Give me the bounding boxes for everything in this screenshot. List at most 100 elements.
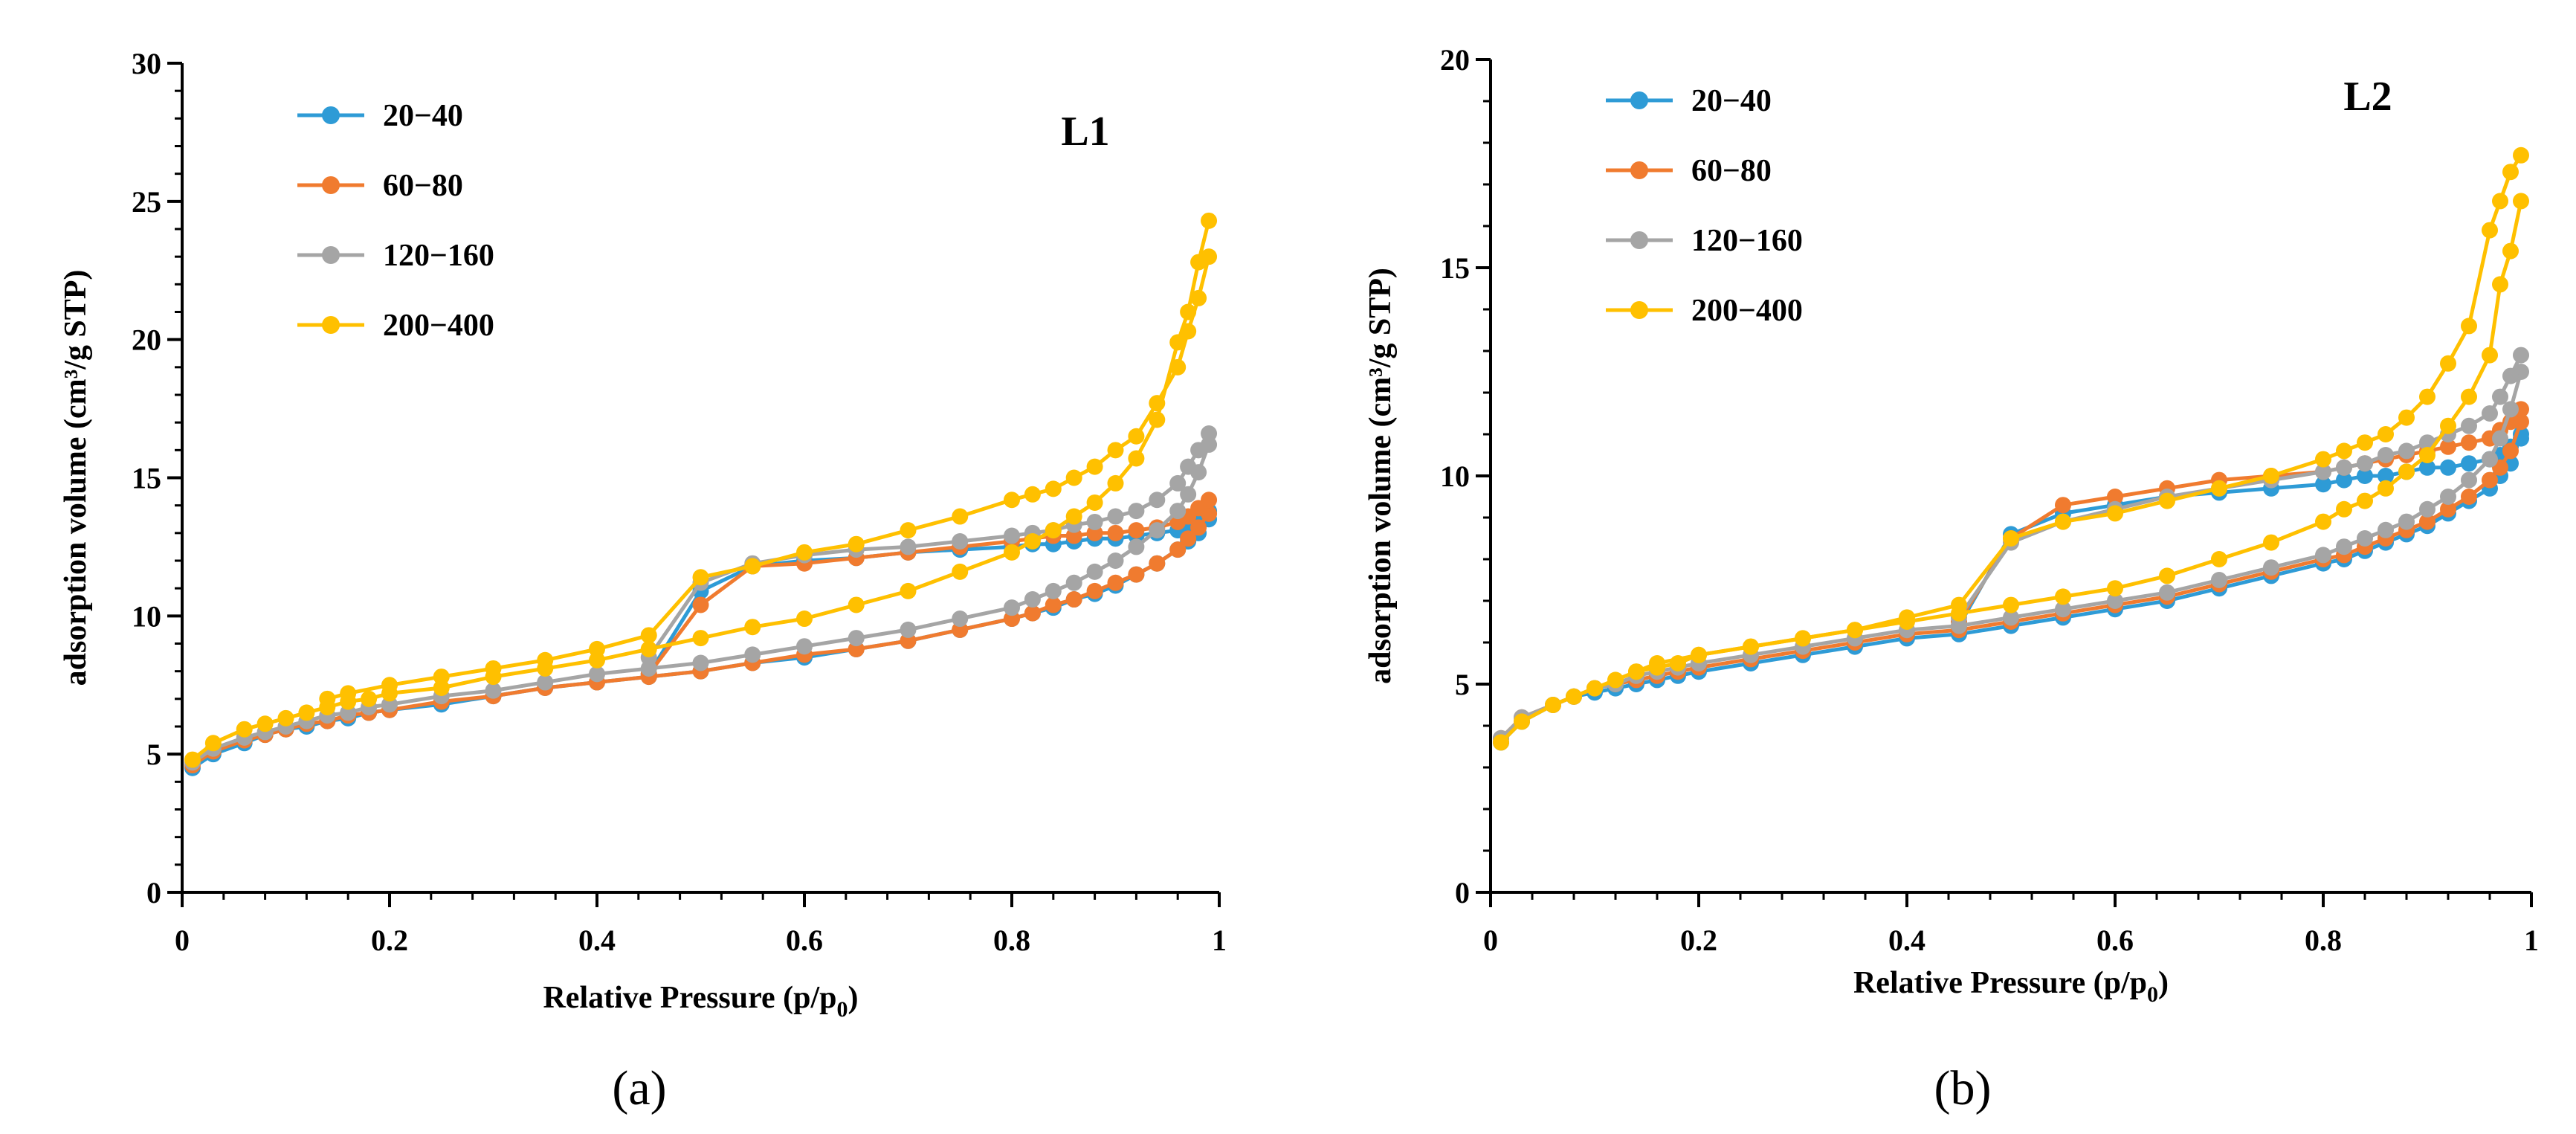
desorption-point [2336, 459, 2352, 476]
x-tick-label: 0.6 [2096, 924, 2134, 957]
adsorption-point [2055, 601, 2071, 618]
desorption-point [2398, 409, 2415, 426]
desorption-point [2482, 405, 2498, 422]
legend-swatch-marker [322, 176, 340, 194]
y-axis-title: adsorption volume (cm³/g STP) [59, 270, 93, 686]
adsorption-point [2513, 193, 2529, 210]
desorption-point [319, 690, 336, 707]
y-tick-label: 20 [132, 323, 161, 357]
desorption-point [2492, 193, 2508, 210]
desorption-point [2378, 468, 2394, 484]
desorption-point [1795, 630, 1811, 647]
desorption-point [2055, 513, 2071, 530]
desorption-point [1128, 522, 1145, 539]
desorption-point [1201, 425, 1218, 442]
y-tick-label: 15 [132, 462, 161, 495]
adsorption-point [2315, 547, 2331, 564]
y-tick-label: 10 [132, 599, 161, 633]
adsorption-point [2461, 489, 2477, 505]
legend-label: 60−80 [383, 169, 463, 203]
adsorption-point [1180, 530, 1197, 547]
desorption-point [1691, 646, 1707, 663]
adsorption-point [298, 704, 315, 721]
desorption-point [2440, 438, 2456, 455]
series-0 [1493, 426, 2529, 751]
adsorption-point [1149, 555, 1166, 572]
series-3 [184, 212, 1218, 768]
desorption-point [2398, 442, 2415, 460]
desorption-point [2502, 164, 2519, 181]
adsorption-point [640, 640, 657, 657]
adsorption-point [1128, 566, 1145, 583]
desorption-point [952, 508, 969, 525]
desorption-point [1180, 323, 1197, 340]
desorption-point [2055, 497, 2071, 514]
desorption-line [1957, 436, 2522, 627]
desorption-point [2159, 492, 2175, 509]
adsorption-point [848, 630, 865, 647]
desorption-point [1190, 442, 1207, 459]
desorption-point [1649, 655, 1665, 671]
panel-caption: (b) [1934, 1061, 1992, 1115]
legend-swatch-marker [322, 246, 340, 264]
x-tick-label: 0.2 [1680, 924, 1717, 957]
desorption-point [2336, 442, 2352, 460]
desorption-point [900, 538, 917, 555]
x-axis-title-subscript: 0 [837, 997, 848, 1022]
adsorption-point [2482, 347, 2498, 364]
adsorption-point [692, 654, 709, 671]
adsorption-point [2461, 471, 2477, 489]
desorption-point [2378, 447, 2394, 463]
legend-swatch-marker [322, 316, 340, 334]
y-tick-label: 10 [1440, 460, 1470, 493]
adsorption-point [1045, 596, 1062, 613]
series-1 [1493, 401, 2529, 747]
desorption-point [640, 627, 657, 644]
adsorption-point [2492, 430, 2508, 447]
desorption-point [2461, 434, 2477, 451]
desorption-point [2440, 355, 2456, 372]
adsorption-point [2336, 500, 2352, 518]
adsorption-point [2159, 584, 2175, 601]
adsorption-point [277, 709, 294, 727]
x-tick-label: 1 [1212, 924, 1227, 957]
desorption-point [2419, 388, 2435, 405]
adsorption-point [2440, 489, 2456, 505]
x-tick-label: 1 [2524, 924, 2539, 957]
adsorption-point [1045, 582, 1062, 599]
adsorption-point [1004, 599, 1020, 616]
adsorption-point [2440, 500, 2456, 518]
desorption-point [381, 677, 398, 694]
series-3 [1493, 146, 2529, 751]
desorption-point [2419, 459, 2435, 476]
desorption-point [1086, 513, 1103, 530]
x-axis-title-subscript: 0 [2147, 982, 2158, 1007]
adsorption-point [2482, 471, 2498, 489]
y-tick-label: 30 [132, 47, 161, 80]
legend-swatch-marker [1630, 91, 1648, 109]
adsorption-point [1514, 713, 1530, 730]
desorption-point [2357, 468, 2373, 484]
legend-label: 60−80 [1691, 154, 1772, 188]
desorption-point [796, 544, 813, 561]
x-tick-label: 0.4 [1888, 924, 1925, 957]
x-tick-label: 0.4 [578, 924, 616, 957]
adsorption-point [2502, 401, 2519, 418]
adsorption-point [2357, 492, 2373, 509]
adsorption-point [1024, 605, 1041, 622]
legend-swatch-marker [1630, 231, 1648, 249]
adsorption-point [1024, 532, 1041, 550]
adsorption-point [2263, 534, 2279, 551]
y-tick-label: 0 [146, 876, 161, 909]
adsorption-point [1493, 734, 1509, 751]
legend-label: 200−400 [1691, 294, 1803, 328]
adsorption-point [900, 582, 917, 599]
adsorption-point [744, 646, 761, 663]
adsorption-point [2107, 580, 2123, 597]
adsorption-point [900, 621, 917, 638]
adsorption-point [589, 666, 605, 683]
desorption-point [1149, 492, 1166, 509]
adsorption-point [2159, 567, 2175, 584]
adsorption-point [2440, 417, 2456, 434]
legend-swatch-marker [322, 106, 340, 124]
